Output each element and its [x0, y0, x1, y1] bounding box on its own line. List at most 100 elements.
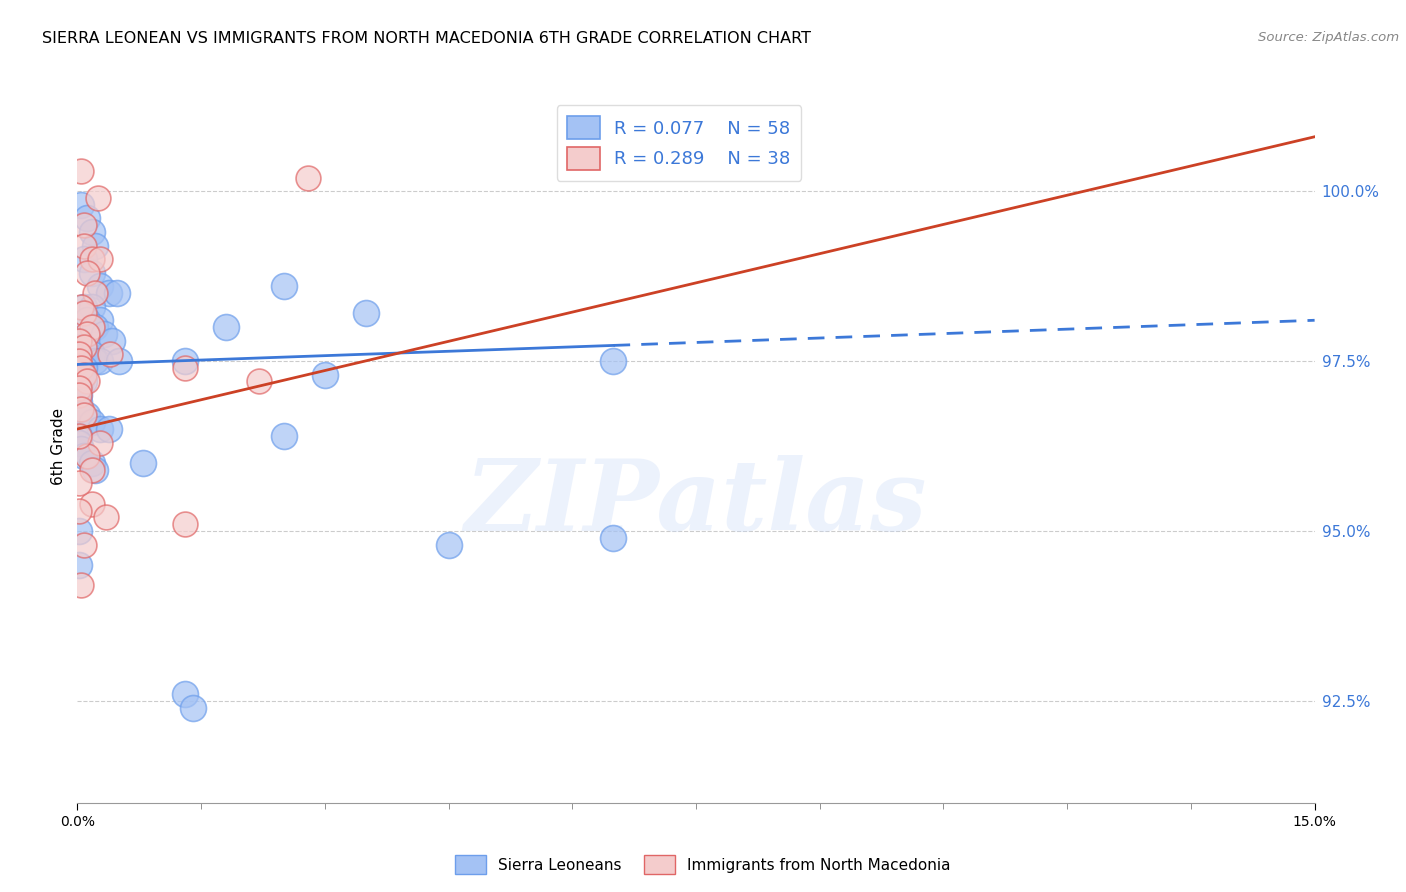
Point [67, 334, 90, 348]
Point [82, 463, 104, 477]
Point [73, 341, 96, 355]
Point [69, 442, 91, 457]
Point [67, 524, 90, 538]
Point [69, 300, 91, 314]
Point [173, 360, 195, 375]
Point [67, 558, 90, 572]
Point [73, 449, 96, 463]
Point [107, 354, 129, 368]
Point [82, 456, 104, 470]
Point [132, 456, 155, 470]
Point [84, 238, 107, 252]
Point [96, 510, 118, 524]
Legend: Sierra Leoneans, Immigrants from North Macedonia: Sierra Leoneans, Immigrants from North M… [449, 849, 957, 880]
Point [67, 503, 90, 517]
Point [69, 578, 91, 592]
Point [76, 347, 98, 361]
Point [82, 497, 104, 511]
Point [67, 360, 90, 375]
Point [97, 422, 120, 436]
Point [70, 341, 93, 355]
Point [76, 375, 98, 389]
Point [69, 163, 91, 178]
Point [173, 517, 195, 532]
Point [93, 326, 115, 341]
Point [67, 409, 90, 423]
Point [73, 300, 96, 314]
Point [247, 375, 270, 389]
Point [82, 252, 104, 266]
Point [84, 286, 107, 301]
Text: SIERRA LEONEAN VS IMMIGRANTS FROM NORTH MACEDONIA 6TH GRADE CORRELATION CHART: SIERRA LEONEAN VS IMMIGRANTS FROM NORTH … [42, 31, 811, 46]
Point [76, 211, 98, 226]
Point [67, 381, 90, 395]
Point [602, 354, 624, 368]
Point [97, 286, 120, 301]
Point [82, 415, 104, 429]
Point [105, 286, 128, 301]
Point [73, 306, 96, 320]
Point [76, 409, 98, 423]
Point [73, 238, 96, 252]
Point [73, 341, 96, 355]
Legend: R = 0.077    N = 58, R = 0.289    N = 38: R = 0.077 N = 58, R = 0.289 N = 38 [557, 105, 801, 181]
Point [84, 320, 107, 334]
Point [67, 429, 90, 443]
Point [354, 306, 377, 320]
Point [67, 388, 90, 402]
Point [73, 218, 96, 232]
Point [76, 266, 98, 280]
Point [67, 476, 90, 491]
Point [314, 368, 336, 382]
Point [76, 449, 98, 463]
Point [89, 279, 111, 293]
Text: Source: ZipAtlas.com: Source: ZipAtlas.com [1258, 31, 1399, 45]
Point [173, 354, 195, 368]
Point [67, 388, 90, 402]
Point [84, 354, 107, 368]
Point [67, 401, 90, 416]
Point [101, 334, 124, 348]
Point [73, 252, 96, 266]
Point [70, 198, 93, 212]
Point [89, 435, 111, 450]
Point [67, 394, 90, 409]
Point [76, 326, 98, 341]
Point [67, 381, 90, 395]
Point [87, 191, 110, 205]
Point [73, 537, 96, 551]
Point [73, 375, 96, 389]
Point [73, 360, 96, 375]
Point [67, 354, 90, 368]
Point [82, 225, 104, 239]
Point [69, 368, 91, 382]
Point [84, 463, 107, 477]
Point [82, 347, 104, 361]
Point [273, 429, 295, 443]
Point [67, 347, 90, 361]
Point [73, 368, 96, 382]
Point [89, 354, 111, 368]
Point [73, 409, 96, 423]
Point [67, 429, 90, 443]
Point [273, 279, 295, 293]
Point [215, 320, 238, 334]
Point [437, 537, 460, 551]
Point [69, 375, 91, 389]
Point [89, 422, 111, 436]
Point [602, 531, 624, 545]
Point [69, 401, 91, 416]
Point [98, 347, 121, 361]
Point [76, 313, 98, 327]
Point [297, 170, 319, 185]
Point [173, 687, 195, 701]
Text: ZIPatlas: ZIPatlas [465, 455, 927, 551]
Point [89, 313, 111, 327]
Point [69, 360, 91, 375]
Point [67, 435, 90, 450]
Point [82, 266, 104, 280]
Point [82, 300, 104, 314]
Point [67, 334, 90, 348]
Point [181, 700, 204, 714]
Y-axis label: 6th Grade: 6th Grade [51, 408, 66, 484]
